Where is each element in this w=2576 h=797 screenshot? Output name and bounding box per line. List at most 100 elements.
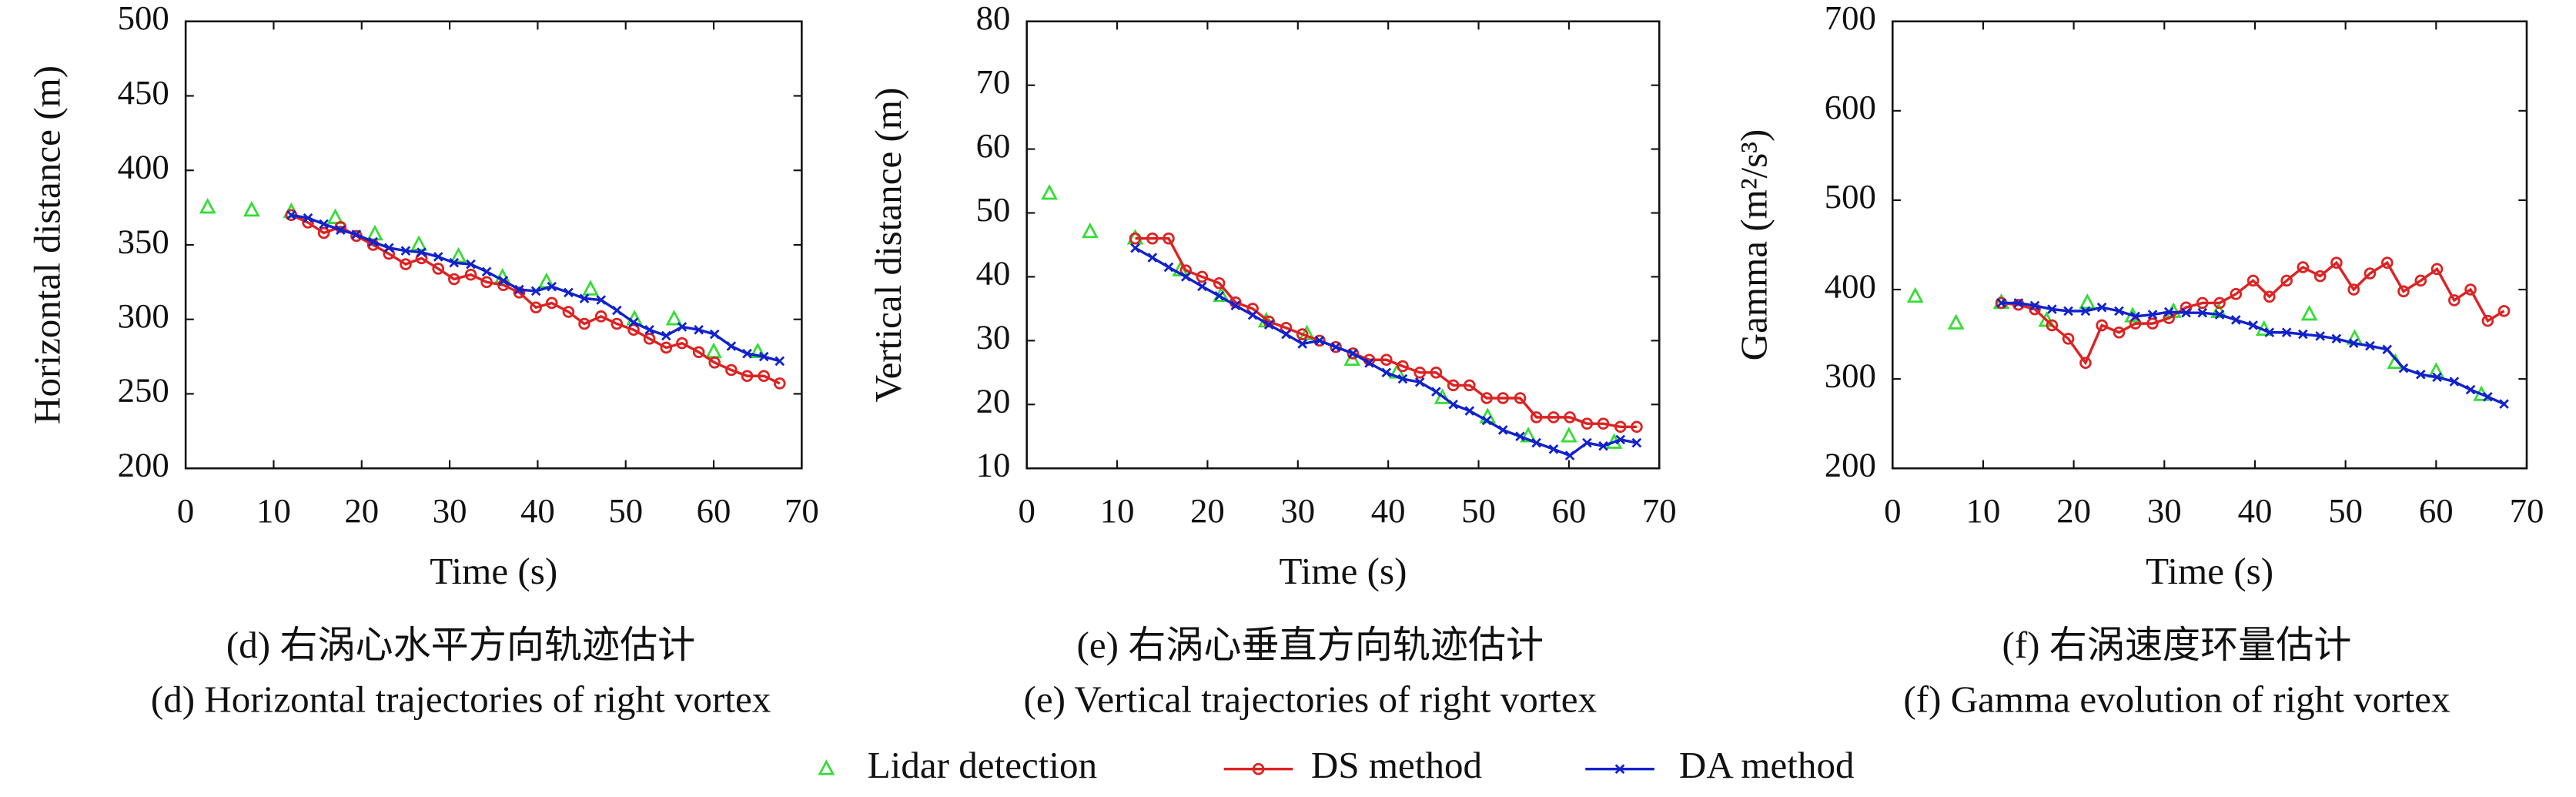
marker-circle [1530, 411, 1543, 424]
marker-cross [2315, 331, 2325, 341]
marker-circle [530, 301, 542, 314]
marker-cross [400, 246, 411, 256]
x-tick-label: 20 [1190, 491, 1225, 530]
marker-circle [2096, 319, 2108, 332]
marker-circle [1614, 420, 1627, 434]
marker-triangle [749, 342, 767, 359]
marker-circle [2364, 267, 2377, 280]
marker-cross [303, 213, 313, 223]
caption-en: (d) Horizontal trajectories of right vor… [151, 678, 771, 721]
x-axis-label: Time (s) [1280, 550, 1407, 592]
x-tick-label: 40 [1371, 491, 1406, 530]
marker-circle [2079, 357, 2092, 369]
marker-cross [2230, 315, 2241, 325]
marker-cross [2432, 372, 2442, 383]
marker-triangle [2079, 293, 2096, 310]
legend-label: DS method [1311, 744, 1482, 786]
marker-cross [1615, 434, 1626, 445]
marker-circle [741, 370, 754, 383]
marker-circle [2497, 305, 2511, 317]
x-tick-label: 0 [1019, 491, 1035, 530]
marker-cross [2415, 369, 2426, 380]
marker-triangle [1906, 286, 1924, 303]
x-tick-label: 70 [785, 491, 819, 530]
marker-circle [773, 377, 786, 390]
marker-cross [1448, 399, 1458, 410]
marker-cross [1348, 348, 1358, 359]
marker-cross [1582, 437, 1592, 448]
marker-cross [2483, 392, 2493, 402]
marker-triangle [1434, 388, 1451, 404]
marker-cross [2163, 306, 2174, 317]
marker-cross [1314, 336, 1325, 346]
x-tick-label: 0 [1884, 491, 1901, 530]
plot-frame [1025, 20, 1661, 470]
marker-cross [1297, 339, 1307, 349]
x-tick-label: 60 [2419, 491, 2454, 530]
marker-cross [2248, 320, 2258, 330]
series-line [1135, 236, 1637, 429]
y-tick-label: 250 [118, 371, 169, 410]
y-tick-label: 60 [976, 126, 1011, 165]
y-tick-label: 30 [976, 318, 1011, 357]
marker-cross [319, 219, 329, 229]
marker-cross [709, 329, 720, 340]
marker-cross [1197, 281, 1207, 292]
marker-cross [1614, 764, 1625, 775]
marker-circle [2448, 294, 2461, 306]
marker-cross [2147, 310, 2158, 320]
marker-cross [1564, 450, 1575, 460]
marker-circle [2146, 317, 2159, 330]
marker-circle [2380, 256, 2394, 269]
marker-circle [1447, 379, 1460, 392]
marker-circle [578, 317, 590, 330]
marker-circle [1380, 353, 1393, 367]
marker-circle [2464, 283, 2477, 296]
y-tick-label: 400 [1825, 266, 1876, 305]
legend-item: DS method [1223, 744, 1482, 786]
caption-cn: (e) 右涡心垂直方向轨迹估计 [1077, 624, 1544, 666]
series-line [290, 213, 781, 385]
marker-cross [498, 276, 509, 286]
marker-circle [676, 337, 688, 350]
x-axis-label: Time (s) [430, 550, 557, 592]
marker-cross [694, 324, 704, 335]
y-tick-label: 80 [976, 0, 1011, 37]
marker-circle [2313, 270, 2327, 283]
caption-cn: (d) 右涡心水平方向轨迹估计 [226, 624, 695, 666]
marker-circle [1480, 392, 1493, 404]
marker-cross [1180, 272, 1191, 282]
marker-cross [2114, 306, 2124, 316]
marker-cross [2214, 310, 2225, 320]
marker-cross [1163, 262, 1174, 273]
marker-cross [2331, 333, 2342, 344]
marker-cross [579, 293, 590, 303]
legend-label: DA method [1679, 744, 1855, 786]
marker-cross [1497, 425, 1508, 435]
marker-triangle [1041, 184, 1058, 200]
x-axis-label: Time (s) [2146, 550, 2273, 592]
marker-cross [2398, 363, 2409, 373]
marker-cross [336, 225, 346, 235]
marker-cross [726, 341, 737, 351]
marker-circle [643, 333, 656, 345]
marker-cross [1214, 290, 1225, 301]
marker-circle [2062, 333, 2075, 345]
marker-circle [1330, 340, 1342, 353]
marker-circle [1296, 328, 1309, 340]
marker-circle [2330, 256, 2343, 269]
plot-frame [184, 20, 803, 470]
marker-circle [1547, 411, 1560, 424]
x-tick-label: 30 [433, 491, 467, 530]
marker-cross [596, 295, 607, 305]
marker-triangle [1298, 324, 1316, 340]
marker-circle [448, 273, 460, 286]
marker-triangle [243, 200, 260, 217]
marker-cross [1281, 329, 1291, 340]
marker-circle [2246, 274, 2260, 287]
x-tick-label: 30 [1280, 491, 1315, 530]
marker-cross [677, 322, 687, 332]
x-tick-label: 30 [2147, 491, 2182, 530]
marker-cross [2264, 327, 2275, 338]
marker-circle [2263, 290, 2276, 303]
